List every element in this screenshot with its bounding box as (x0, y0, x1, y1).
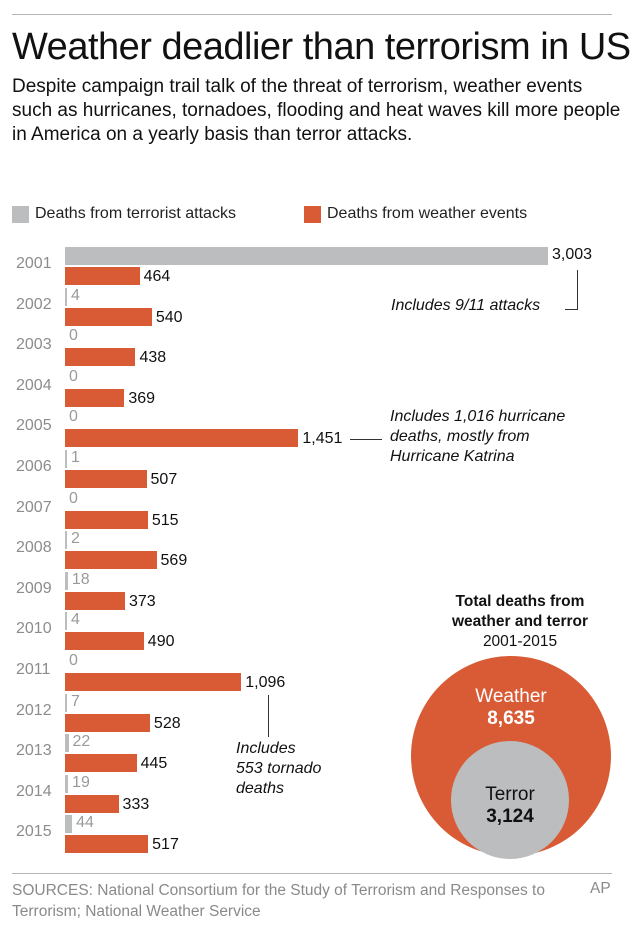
top-rule (12, 14, 612, 15)
weather-value: 528 (153, 714, 181, 732)
terror-value: 4 (71, 286, 80, 304)
year-label: 2015 (16, 823, 52, 841)
terror-bar (65, 247, 548, 265)
legend-terror-label: Deaths from terrorist attacks (35, 205, 236, 222)
weather-bar (65, 267, 140, 285)
terror-bar (65, 531, 67, 550)
terror-bar (65, 612, 67, 631)
weather-bar (65, 348, 136, 367)
weather-bar (65, 713, 150, 732)
year-label: 2012 (16, 701, 52, 719)
year-label: 2010 (16, 620, 52, 638)
terror-value: 1 (71, 449, 80, 466)
weather-value: 515 (151, 511, 179, 529)
weather-bar (65, 429, 299, 448)
terror-total-circle (451, 741, 569, 859)
weather-value: 517 (152, 836, 179, 854)
bottom-rule (12, 873, 612, 874)
terror-bar (65, 571, 68, 590)
year-label: 2003 (16, 336, 52, 354)
weather-value: 569 (160, 552, 188, 570)
weather-value: 1,096 (245, 674, 286, 691)
year-label: 2004 (16, 376, 52, 394)
year-label: 2006 (16, 458, 52, 475)
terror-value: 4 (71, 611, 80, 629)
weather-value: 333 (122, 795, 150, 813)
terror-value: 18 (71, 570, 90, 588)
weather-value: 445 (140, 755, 168, 773)
terror-value: 0 (69, 652, 78, 669)
weather-bar (65, 591, 125, 610)
terror-total-label: Terror 3,124 (485, 784, 535, 827)
weather-bar (65, 470, 147, 488)
terror-bar (65, 815, 73, 834)
terror-bar (65, 774, 69, 793)
weather-bar (65, 388, 125, 407)
annotation-2001-line-v (577, 270, 578, 310)
legend-weather: Deaths from weather events (304, 205, 527, 223)
annotation-2005-line (350, 439, 382, 440)
weather-value: 438 (139, 349, 167, 367)
credit: AP (590, 880, 611, 897)
weather-bar (65, 754, 137, 773)
totals-title: Total deaths from weather and terror 200… (451, 593, 589, 650)
weather-swatch (304, 205, 321, 223)
weather-total-label: Weather 8,635 (475, 686, 547, 729)
sources: SOURCES: National Consortium for the Stu… (12, 882, 545, 920)
terror-swatch (12, 205, 29, 223)
year-label: 2008 (16, 539, 52, 557)
year-label: 2005 (16, 417, 52, 435)
legend-weather-label: Deaths from weather events (327, 205, 528, 222)
terror-bar (65, 450, 67, 468)
terror-value: 0 (69, 367, 78, 385)
annotation-2001: Includes 9/11 attacks (391, 297, 541, 314)
legend-terror: Deaths from terrorist attacks (12, 205, 236, 223)
weather-value: 490 (147, 633, 175, 651)
weather-value: 507 (150, 471, 178, 488)
terror-value: 22 (72, 733, 91, 751)
weather-value: 369 (128, 389, 156, 407)
terror-value: 19 (72, 773, 90, 791)
year-label: 2009 (16, 579, 52, 597)
weather-value: 464 (143, 268, 171, 285)
terror-value: 3,003 (552, 246, 593, 263)
terror-value: 2 (71, 530, 80, 548)
weather-value: 540 (155, 308, 183, 326)
annotation-2005: Includes 1,016 hurricane deaths, mostly … (390, 408, 566, 465)
terror-value: 7 (71, 692, 80, 710)
terror-value: 0 (69, 408, 78, 426)
weather-bar (65, 673, 242, 691)
weather-bar (65, 510, 148, 529)
year-label: 2014 (16, 782, 52, 800)
terror-bar (65, 734, 69, 753)
terror-value: 44 (76, 814, 94, 832)
subtitle: Despite campaign trail talk of the threa… (12, 76, 621, 145)
year-label: 2001 (16, 255, 52, 272)
annotation-2011-line (268, 695, 269, 737)
year-label: 2013 (16, 742, 52, 760)
weather-bar (65, 551, 157, 570)
weather-value: 1,451 (302, 430, 343, 448)
terror-value: 0 (69, 327, 78, 345)
weather-bar (65, 794, 119, 813)
weather-value: 373 (128, 592, 156, 610)
page-title: Weather deadlier than terrorism in US (12, 26, 631, 68)
year-label: 2007 (16, 498, 52, 516)
terror-bar (65, 693, 67, 712)
year-label: 2002 (16, 295, 52, 313)
terror-value: 0 (69, 489, 78, 507)
terror-bar (65, 287, 67, 306)
annotation-2001-line-h (565, 309, 578, 310)
weather-bar (65, 835, 149, 854)
annotation-2011: Includes 553 tornado deaths (236, 740, 322, 797)
weather-bar (65, 307, 152, 326)
year-label: 2011 (16, 661, 51, 678)
weather-bar (65, 632, 144, 651)
